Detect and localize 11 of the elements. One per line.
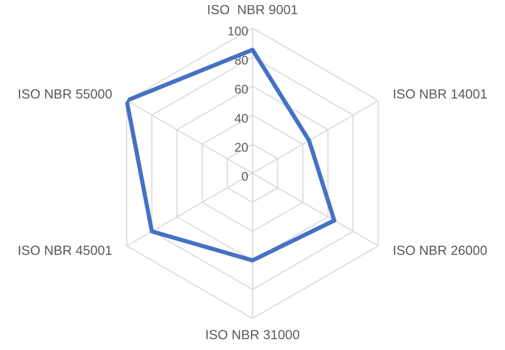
spoke-label: ISO NBR 31000 — [206, 330, 300, 340]
spoke-label: ISO NBR 26000 — [394, 246, 487, 255]
spoke-label: ISO NBR 45001 — [18, 246, 112, 255]
y-tick-label: 20 — [235, 142, 248, 152]
spoke-label: ISO NBR 55000 — [18, 89, 112, 99]
spoke-label: ISO NBR 14001 — [394, 89, 487, 99]
y-tick-label: 40 — [234, 114, 248, 123]
y-tick-label: 60 — [235, 84, 248, 94]
y-tick-label: 0 — [242, 172, 248, 181]
y-tick-label: 100 — [228, 26, 248, 36]
spoke-label: ISO NBR 9001 — [208, 4, 298, 14]
